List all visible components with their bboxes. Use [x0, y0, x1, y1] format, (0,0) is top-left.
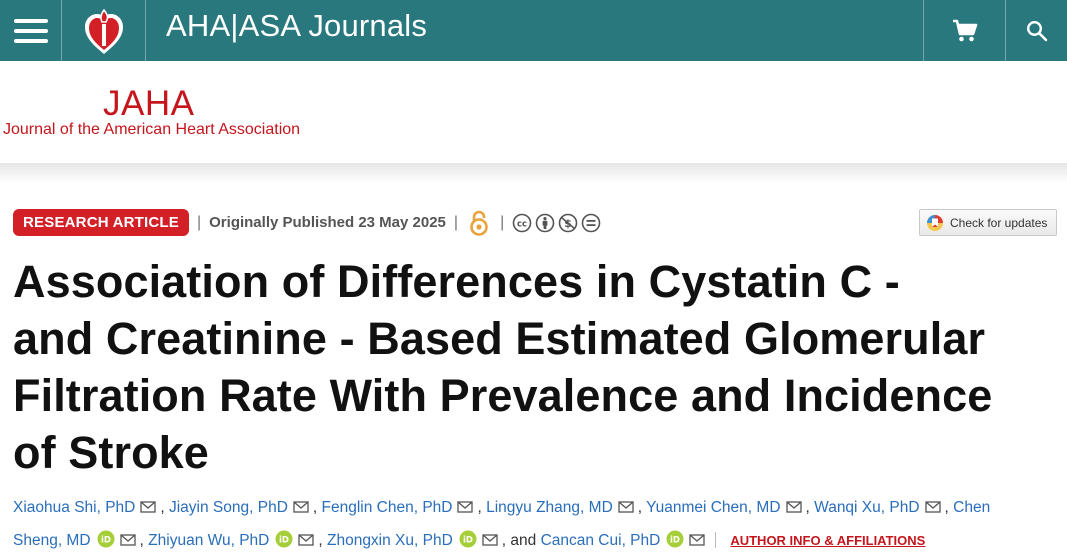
author-name[interactable]: Jiayin Song, PhD [168, 499, 288, 516]
open-access-icon[interactable] [468, 210, 490, 236]
journal-full-name[interactable]: Journal of the American Heart Associatio… [3, 121, 301, 138]
envelope-icon[interactable] [119, 526, 136, 554]
svg-text:iD: iD [670, 536, 680, 546]
author-separator: , [637, 499, 643, 516]
author-name[interactable]: Wanqi Xu, PhD [814, 499, 920, 516]
journal-banner: JAHA Journal of the American Heart Assoc… [0, 61, 1067, 163]
author-separator: , [477, 499, 482, 516]
by-icon [535, 213, 555, 232]
svg-text:cc: cc [517, 219, 527, 229]
orcid-icon[interactable]: iD [275, 528, 293, 554]
banner-shadow [0, 163, 1067, 183]
orcid-icon[interactable]: iD [97, 528, 115, 554]
envelope-icon[interactable] [298, 526, 315, 554]
author-separator: , [160, 499, 165, 516]
title-line: of Stroke [13, 427, 209, 478]
creative-commons-license[interactable]: cc $ [512, 213, 601, 233]
meta-separator: | [196, 213, 202, 231]
author-list: Xiaohua Shi, PhD, Jiayin Song, PhD, Feng… [13, 492, 1063, 554]
author-name[interactable]: Zhiyuan Wu, PhD [148, 532, 270, 549]
title-line: Filtration Rate With Prevalence and Inci… [13, 370, 993, 421]
shopping-cart-icon [952, 19, 977, 41]
author-name[interactable]: Lingyu Zhang, MD [486, 499, 613, 516]
envelope-icon[interactable] [457, 493, 474, 525]
crossmark-icon [927, 214, 943, 231]
author-info-affiliations-link[interactable]: AUTHOR INFO & AFFILIATIONS [730, 533, 926, 548]
heart-torch-logo [84, 8, 123, 54]
author-separator: , [318, 532, 323, 549]
title-line: and Creatinine ‐ Based Estimated Glomeru… [13, 313, 986, 364]
author-name[interactable]: Sheng, MD [13, 532, 91, 549]
article-title: Association of Differences in Cystatin C… [13, 253, 1063, 481]
author-name[interactable]: Zhongxin Xu, PhD [326, 532, 453, 549]
meta-separator: | [500, 213, 505, 231]
author-line: Xiaohua Shi, PhD, Jiayin Song, PhD, Feng… [13, 492, 1063, 525]
envelope-icon[interactable] [140, 493, 157, 525]
author-and: , and [501, 532, 537, 549]
author-separator: , [944, 499, 949, 516]
divider [715, 532, 717, 548]
hamburger-menu-icon [13, 16, 48, 46]
check-for-updates-button[interactable]: Check for updates [919, 209, 1057, 236]
envelope-icon[interactable] [924, 493, 941, 525]
author-separator: , [312, 499, 318, 516]
author-separator: , [805, 499, 810, 516]
cc-icon: cc [512, 213, 532, 232]
article-meta-row: RESEARCH ARTICLE | Originally Published … [13, 209, 601, 236]
author-name[interactable]: Cancan Cui, PhD [540, 532, 661, 549]
envelope-icon[interactable] [689, 526, 705, 554]
search-button[interactable] [1005, 0, 1067, 61]
author-name[interactable]: Yuanmei Chen, MD [646, 499, 781, 516]
svg-text:iD: iD [463, 536, 473, 546]
journal-abbrev[interactable]: JAHA [103, 84, 195, 123]
author-separator: , [139, 532, 144, 549]
author-line: Sheng, MD iD, Zhiyuan Wu, PhD iD, Zhongxin… [13, 525, 1063, 554]
title-line: Association of Differences in Cystatin C… [13, 256, 900, 307]
envelope-icon[interactable] [618, 493, 634, 525]
author-name[interactable]: Xiaohua Shi, PhD [13, 499, 136, 516]
envelope-icon[interactable] [482, 526, 498, 554]
author-name[interactable]: Chen [953, 499, 991, 516]
envelope-icon[interactable] [785, 493, 802, 525]
orcid-icon[interactable]: iD [459, 528, 477, 554]
check-for-updates-label: Check for updates [950, 215, 1048, 230]
article-type-badge: RESEARCH ARTICLE [13, 209, 189, 236]
svg-text:iD: iD [101, 536, 111, 546]
site-brand-title[interactable]: AHA|ASA Journals [166, 8, 428, 43]
author-name[interactable]: Fenglin Chen, PhD [321, 499, 453, 516]
top-navigation-bar: AHA|ASA Journals [0, 0, 1067, 61]
publication-date: Originally Published 23 May 2025 [209, 214, 446, 231]
meta-separator: | [453, 213, 459, 231]
cart-button[interactable] [923, 0, 1005, 61]
orcid-icon[interactable]: iD [666, 528, 684, 554]
svg-text:iD: iD [279, 536, 289, 546]
aha-logo-link[interactable] [62, 0, 146, 61]
nd-icon [581, 213, 601, 232]
menu-button[interactable] [0, 0, 62, 61]
search-icon [1026, 20, 1047, 41]
envelope-icon[interactable] [293, 493, 309, 525]
nc-icon: $ [558, 213, 578, 232]
